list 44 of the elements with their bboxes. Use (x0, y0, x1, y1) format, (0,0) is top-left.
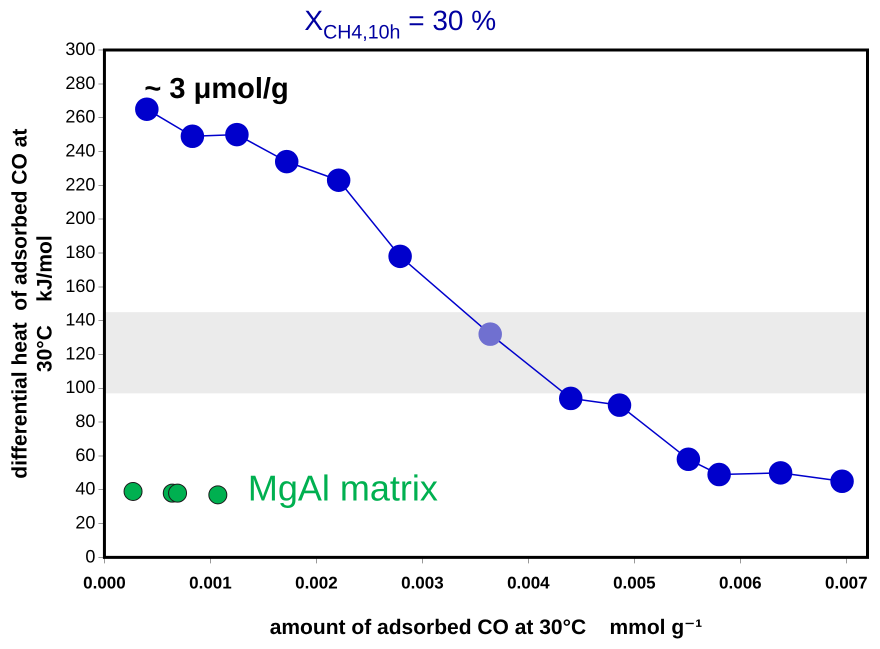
point (478, 322, 502, 346)
y-axis-title: differential heat of adsorbed CO at 30°C kJ/mol (8, 128, 57, 479)
y-tick-label: 200 (65, 208, 96, 228)
y-tick-label: 280 (65, 72, 96, 93)
x-tick-label: 0.004 (507, 573, 550, 592)
point (168, 484, 188, 503)
point (608, 393, 632, 417)
y-tick-label: 40 (75, 478, 96, 499)
series-label: MgAl matrix (248, 468, 438, 509)
y-tick-label: 60 (75, 444, 96, 465)
y-tick-label: 140 (65, 310, 96, 330)
y-tick-label: 160 (65, 276, 96, 296)
point (208, 485, 228, 504)
point (830, 470, 854, 494)
y-tick-label: 300 (65, 38, 96, 59)
y-tick-label: 240 (65, 140, 96, 160)
x-tick-label: 0.001 (189, 573, 232, 592)
point (326, 168, 350, 192)
x-tick-label: 0.005 (613, 573, 656, 592)
x-axis-title: amount of adsorbed CO at 30°C mmol g⁻¹ (270, 616, 702, 640)
y-tick-label: 20 (75, 512, 96, 533)
point (676, 448, 700, 472)
point (559, 386, 582, 410)
point (124, 482, 143, 501)
point (768, 461, 792, 485)
point (135, 97, 159, 121)
x-tick-label: 0.002 (295, 573, 338, 592)
y-tick-label: 100 (65, 377, 96, 398)
y-tick-label: 180 (65, 242, 96, 262)
y-tick-label: 260 (65, 106, 96, 127)
annotation: ~ 3 μmol/g (144, 73, 289, 105)
y-tick-label: 120 (65, 343, 96, 364)
x-tick-label: 0.007 (825, 573, 868, 592)
x-tick-label: 0.006 (719, 573, 762, 592)
point (707, 462, 731, 486)
point (180, 124, 204, 148)
y-tick-label: 0 (85, 546, 96, 566)
x-tick-label: 0.003 (401, 573, 444, 592)
point (274, 150, 298, 174)
x-tick-label: 0.000 (83, 573, 126, 592)
point (225, 122, 249, 146)
point (388, 244, 412, 268)
y-tick-label: 80 (75, 411, 96, 432)
y-tick-label: 220 (65, 174, 96, 194)
